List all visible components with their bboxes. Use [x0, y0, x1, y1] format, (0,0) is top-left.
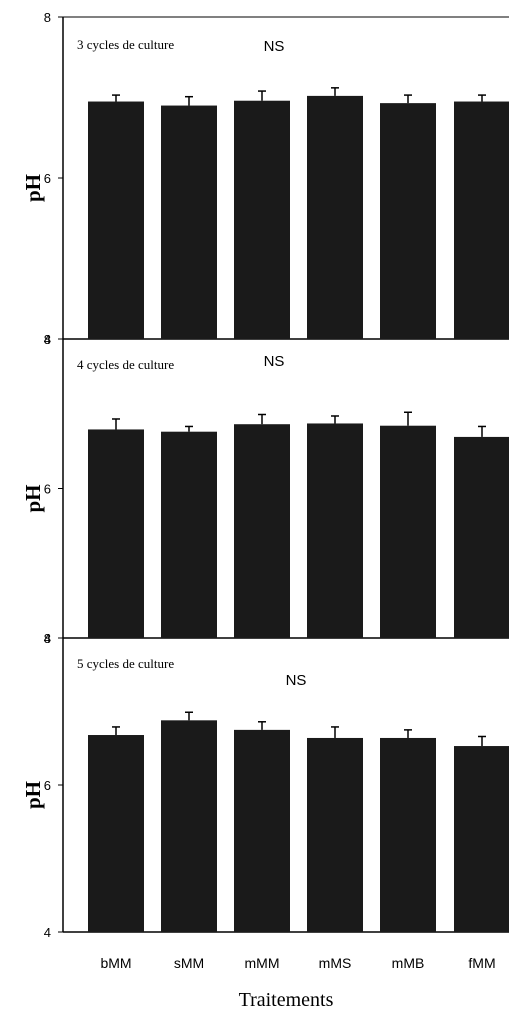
bar-fMM	[454, 436, 509, 638]
bar-mMM	[234, 729, 290, 932]
y-axis-label: pH	[21, 781, 45, 809]
x-tick-label: fMM	[468, 955, 495, 971]
panel-title: 3 cycles de culture	[77, 37, 174, 52]
y-tick-label: 4	[44, 631, 51, 646]
bar-bMM	[88, 101, 144, 340]
bar-fMM	[454, 101, 509, 340]
bar-sMM	[161, 105, 217, 339]
y-tick-label: 8	[44, 631, 51, 646]
bar-bMM	[88, 429, 144, 638]
panel-title: 5 cycles de culture	[77, 656, 174, 671]
y-tick-label: 6	[44, 171, 51, 186]
bar-mMS	[307, 737, 363, 932]
y-tick-label: 8	[44, 10, 51, 25]
bar-mMB	[380, 425, 436, 638]
significance-label: NS	[286, 672, 307, 689]
bar-mMB	[380, 103, 436, 339]
x-tick-label: mMS	[319, 955, 352, 971]
bar-mMB	[380, 737, 436, 932]
bar-sMM	[161, 720, 217, 932]
x-axis-label: Traitements	[239, 989, 334, 1011]
bar-mMM	[234, 424, 290, 638]
bar-mMS	[307, 95, 363, 339]
x-tick-label: mMM	[245, 955, 280, 971]
x-tick-label: bMM	[100, 955, 131, 971]
panel-title: 4 cycles de culture	[77, 357, 174, 372]
x-tick-label: sMM	[174, 955, 204, 971]
y-tick-label: 6	[44, 482, 51, 497]
bar-mMS	[307, 423, 363, 638]
y-tick-label: 8	[44, 332, 51, 347]
bar-fMM	[454, 746, 509, 932]
y-axis-label: pH	[21, 174, 45, 202]
significance-label: NS	[264, 38, 285, 55]
x-tick-label: mMB	[392, 955, 425, 971]
bar-bMM	[88, 735, 144, 932]
y-tick-label: 4	[44, 332, 51, 347]
bar-mMM	[234, 100, 290, 339]
y-axis-label: pH	[21, 484, 45, 512]
y-tick-label: 4	[44, 925, 51, 940]
significance-label: NS	[264, 353, 285, 370]
y-tick-label: 6	[44, 778, 51, 793]
bar-sMM	[161, 431, 217, 638]
